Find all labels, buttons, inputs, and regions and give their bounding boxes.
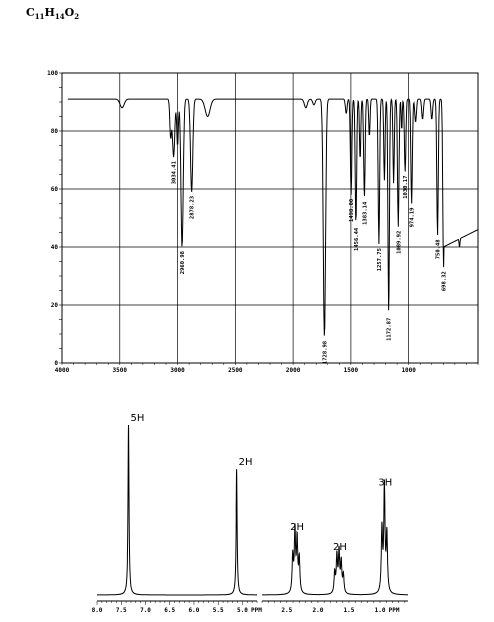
molecular-formula: C11H14O2 [26,6,80,22]
ir-peak-label: 1172.87 [387,318,393,341]
ir-x-tick-label: 1500 [344,367,359,374]
nmr-integration-labels: 5H 2H 2H 2H 3H [131,413,393,553]
ir-x-tick-label: 4000 [55,367,70,374]
ir-peak-label: 698.32 [442,271,448,291]
ir-x-tick-label: 1000 [401,367,416,374]
nmr-integration-label: 3H [378,478,392,489]
nmr-x-tick-label: 6.0 [189,607,200,614]
ir-x-tick-label: 3000 [170,367,185,374]
nmr-integration-label: 2H [290,522,304,533]
ir-peak-label: 3034.41 [172,160,178,184]
ir-y-tick-label: 40 [51,244,59,251]
nmr-x-tick-label: 1.5 [344,607,355,614]
ir-peak-label: 1089.92 [396,231,402,254]
ir-peak-label: 1498.00 [349,199,355,222]
ir-plot-frame [61,72,479,364]
ir-y-tick-label: 0 [54,360,58,367]
nmr-x-tick-label: 2.5 [281,607,292,614]
nmr-unit-label: PPM [251,607,262,614]
ir-peak-label: 2960.98 [180,251,186,274]
ir-peak-label: 1383.14 [362,201,368,225]
nmr-trace-right [262,479,408,596]
ir-gridlines [62,73,478,363]
ir-x-axis: 4000 3500 3000 2500 2000 1500 1000 [55,363,479,374]
ir-peak-label: 1030.17 [403,176,409,199]
nmr-unit-label: PPM [389,607,400,614]
ir-x-tick-label: 2500 [228,367,243,374]
ir-peak-label: 1728.98 [322,341,328,364]
ir-y-tick-label: 60 [51,186,59,193]
ir-peak-label: 750.48 [436,239,442,259]
nmr-x-tick-label: 1.0 [375,607,386,614]
ir-trace-line [67,97,478,336]
ir-peak-label: 2878.23 [190,196,196,219]
ir-spectrum-chart: 100 80 60 40 20 0 4000 3500 3000 2500 2000 1500 100… [47,70,479,374]
ir-y-tick-label: 100 [47,70,58,77]
nmr-x-tick-label: 6.5 [164,607,175,614]
nmr-trace-left [97,424,257,596]
ir-y-tick-label: 20 [51,302,59,309]
nmr-x-tick-label: 8.0 [92,607,103,614]
nmr-x-tick-label: 5.0 [237,607,248,614]
nmr-x-tick-label: 5.5 [213,607,224,614]
nmr-integration-label: 5H [131,413,145,424]
ir-peak-label: 974.19 [410,208,416,228]
nmr-integration-label: 2H [239,457,253,468]
nmr-x-tick-label: 2.0 [312,607,323,614]
ir-peak-label: 1456.44 [354,227,360,251]
ir-peak-label: 1257.75 [377,248,383,271]
ir-x-tick-label: 3500 [113,367,128,374]
nmr-x-tick-label: 7.5 [116,607,127,614]
ir-y-tick-label: 80 [51,128,59,135]
ir-peak-labels: 3034.41 2960.98 2878.23 1728.98 1498.00 1456.… [172,160,448,364]
nmr-x-tick-label: 7.0 [140,607,151,614]
ir-y-axis: 100 80 60 40 20 0 [47,70,62,367]
nmr-integration-label: 2H [333,542,347,553]
ir-x-tick-label: 2000 [286,367,301,374]
